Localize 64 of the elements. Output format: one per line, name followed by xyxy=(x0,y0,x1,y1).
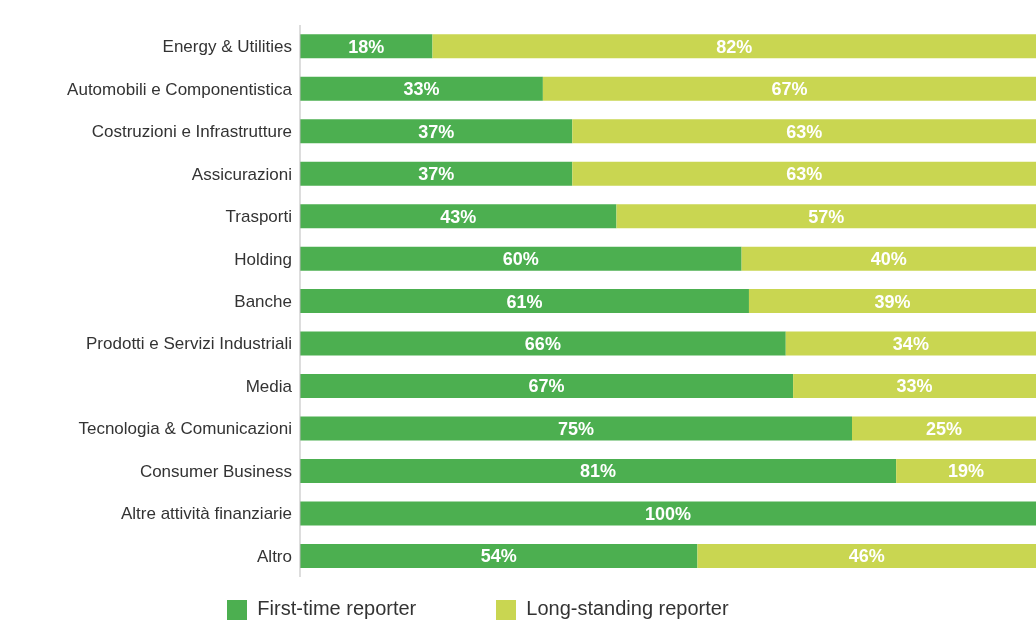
data-label: 39% xyxy=(874,291,911,312)
bar xyxy=(300,543,698,568)
bar xyxy=(616,204,1036,229)
y-tick-label: Costruzioni e Infrastrutture xyxy=(91,122,292,142)
data-label: 33% xyxy=(403,79,440,100)
bar xyxy=(572,161,1036,186)
y-tick-label: Prodotti e Servizi Industriali xyxy=(86,334,292,354)
data-label: 67% xyxy=(771,79,808,100)
data-label: 33% xyxy=(896,376,933,397)
y-tick-label: Banche xyxy=(234,292,292,312)
data-label: 18% xyxy=(348,36,385,57)
data-label: 63% xyxy=(786,121,823,142)
bar xyxy=(300,76,543,101)
y-tick-label: Media xyxy=(245,376,293,396)
y-tick-label: Assicurazioni xyxy=(191,164,292,184)
y-tick-label: Energy & Utilities xyxy=(162,37,292,57)
data-label: 75% xyxy=(557,418,595,439)
data-label: 57% xyxy=(808,206,845,227)
data-label: 66% xyxy=(524,333,561,354)
bar xyxy=(542,76,1036,101)
data-label: 60% xyxy=(502,249,539,270)
y-tick-label: Tecnologia & Comunicazioni xyxy=(78,419,292,439)
bar xyxy=(300,374,794,399)
data-label: 34% xyxy=(892,333,929,354)
y-tick-label: Altro xyxy=(257,546,292,566)
data-label: 43% xyxy=(440,206,477,227)
bar xyxy=(300,458,897,483)
bar xyxy=(785,331,1036,356)
data-label: 67% xyxy=(528,376,565,397)
data-label: 40% xyxy=(870,249,907,270)
legend-label: First-time reporter xyxy=(257,597,417,619)
y-tick-label: Altre attività finanziarie xyxy=(120,504,292,524)
data-label: 61% xyxy=(506,291,543,312)
bar xyxy=(300,416,852,441)
bar xyxy=(572,119,1036,144)
data-label: 100% xyxy=(644,503,692,524)
y-tick-label: Trasporti xyxy=(225,207,292,227)
data-label: 19% xyxy=(948,461,985,482)
bar xyxy=(300,331,786,356)
bar xyxy=(748,289,1036,314)
data-label: 25% xyxy=(925,418,963,439)
bar xyxy=(432,34,1036,59)
bar xyxy=(741,246,1036,271)
data-label: 63% xyxy=(786,164,823,185)
data-label: 37% xyxy=(418,121,455,142)
bar xyxy=(793,374,1036,399)
bar xyxy=(300,501,1036,526)
data-label: 54% xyxy=(480,546,517,567)
data-label: 37% xyxy=(418,164,455,185)
bar xyxy=(300,289,749,314)
y-tick-label: Consumer Business xyxy=(139,461,292,481)
bar xyxy=(896,458,1036,483)
legend-label: Long-standing reporter xyxy=(526,597,729,619)
bar xyxy=(300,119,573,144)
data-label: 82% xyxy=(716,36,753,57)
bar xyxy=(300,204,617,229)
bar xyxy=(300,161,573,186)
y-tick-label: Holding xyxy=(234,249,292,269)
bar xyxy=(300,246,742,271)
y-tick-label: Automobili e Componentistica xyxy=(67,79,293,99)
bar xyxy=(697,543,1036,568)
data-label: 81% xyxy=(580,461,617,482)
bar xyxy=(852,416,1036,441)
data-label: 46% xyxy=(848,546,885,567)
